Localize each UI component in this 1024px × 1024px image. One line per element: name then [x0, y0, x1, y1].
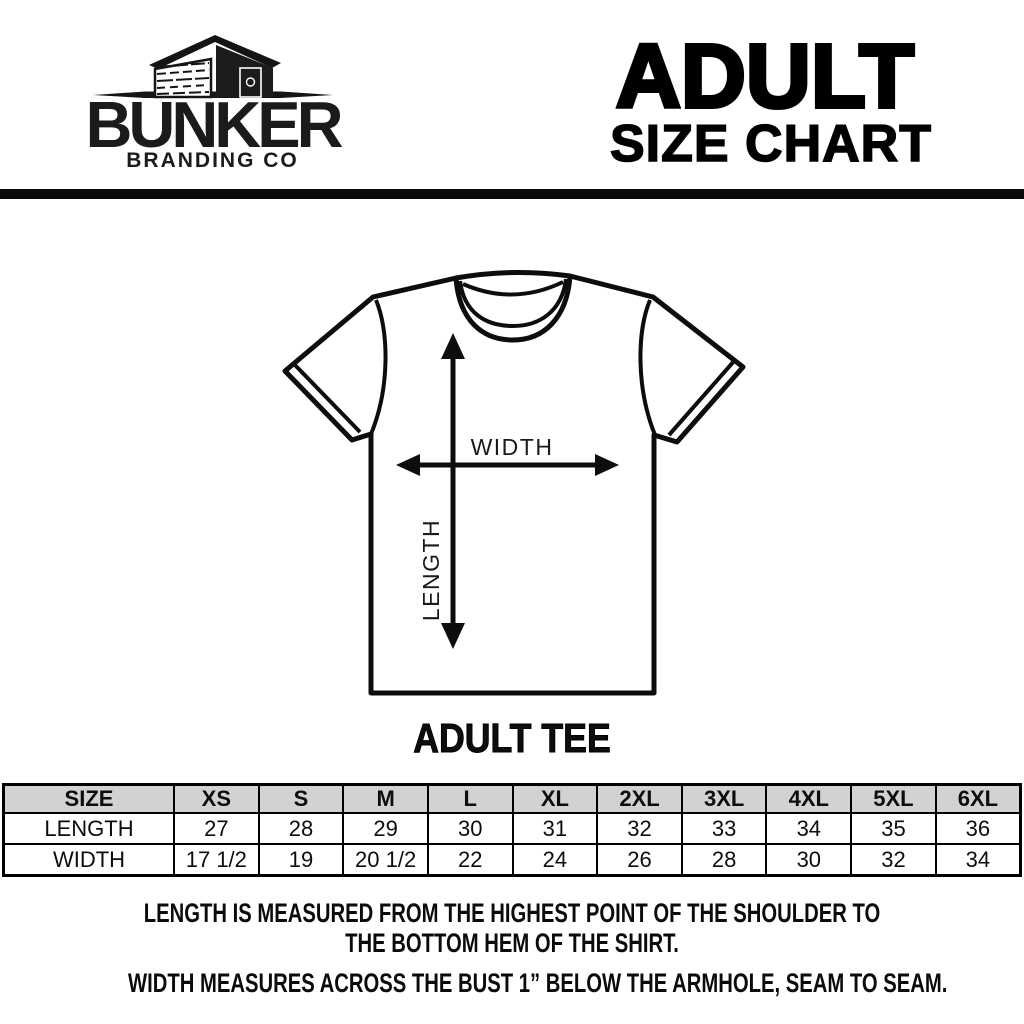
- size-value-cell: 30: [426, 812, 514, 845]
- size-value-cell: 27: [173, 812, 260, 845]
- left-armhole-seam: [369, 299, 388, 435]
- size-value-cell: 24: [511, 843, 599, 877]
- size-table-row: WIDTH 17 1/2 19 20 1/2 22 24 26 28 30 32 34: [2, 843, 1022, 877]
- size-value-cell: 22: [426, 843, 514, 877]
- size-value-cell: 19: [257, 843, 345, 877]
- size-value-cell: 17 1/2: [173, 843, 260, 877]
- page-subtitle: SIZE CHART: [609, 115, 932, 173]
- size-value-cell: 28: [680, 843, 768, 877]
- width-arrow-label: WIDTH: [471, 434, 554, 460]
- size-column-header: 3XL: [680, 783, 768, 814]
- right-armhole-seam: [638, 299, 657, 436]
- left-cuff-stripe: [291, 361, 362, 434]
- size-corner-header: SIZE: [2, 783, 175, 814]
- size-value-cell: 20 1/2: [342, 843, 429, 877]
- size-value-cell: 31: [511, 812, 599, 845]
- bunker-logo: [85, 28, 341, 104]
- size-table-row: LENGTH 27 28 29 30 31 32 33 34 35 36: [2, 812, 1022, 845]
- size-column-header: 5XL: [850, 783, 937, 814]
- size-value-cell: 30: [765, 843, 853, 877]
- bunker-building-icon: [93, 35, 333, 99]
- size-value-cell: 36: [934, 812, 1022, 845]
- size-value-cell: 32: [850, 843, 937, 877]
- size-value-cell: 28: [257, 812, 345, 845]
- header-divider: [0, 189, 1024, 199]
- wall-planks: [156, 62, 210, 95]
- size-column-header: S: [257, 783, 345, 814]
- size-column-header: M: [342, 783, 429, 814]
- width-note: WIDTH MEASURES ACROSS THE BUST 1” BELOW …: [128, 968, 948, 998]
- building-left-wall: [153, 57, 213, 99]
- right-cuff-stripe: [667, 358, 737, 437]
- brand-name: BUNKER: [85, 88, 343, 161]
- size-table: SIZE XS S M L XL 2XL 3XL 4XL 5XL 6XL LENGTH 27 28 29 30…: [2, 783, 1022, 877]
- tshirt-outline: [282, 269, 746, 696]
- row-label: LENGTH: [2, 812, 175, 845]
- size-column-header: 2XL: [596, 783, 683, 814]
- size-column-header: 6XL: [934, 783, 1022, 814]
- row-label: WIDTH: [2, 843, 175, 877]
- size-value-cell: 34: [765, 812, 853, 845]
- size-value-cell: 34: [934, 843, 1022, 877]
- size-column-header: 4XL: [765, 783, 853, 814]
- page-title: ADULT: [614, 27, 916, 127]
- size-column-header: XL: [511, 783, 599, 814]
- diagram-caption: ADULT TEE: [413, 715, 611, 761]
- size-value-cell: 33: [680, 812, 768, 845]
- size-table-header-row: SIZE XS S M L XL 2XL 3XL 4XL 5XL 6XL: [2, 783, 1022, 814]
- size-value-cell: 35: [850, 812, 937, 845]
- size-column-header: L: [426, 783, 514, 814]
- length-note-line2: THE BOTTOM HEM OF THE SHIRT.: [345, 928, 679, 958]
- tshirt-diagram: WIDTH LENGTH: [282, 269, 746, 696]
- brand-subtitle: BRANDING CO: [126, 149, 299, 172]
- length-note: LENGTH IS MEASURED FROM THE HIGHEST POIN…: [128, 898, 896, 958]
- size-value-cell: 29: [342, 812, 429, 845]
- width-arrow: [396, 454, 619, 476]
- building-door-icon: [239, 67, 262, 98]
- length-arrow-label: LENGTH: [418, 519, 444, 621]
- collar: [453, 275, 573, 343]
- size-column-header: XS: [173, 783, 260, 814]
- length-arrow: [441, 333, 465, 649]
- length-note-line1: LENGTH IS MEASURED FROM THE HIGHEST POIN…: [143, 898, 881, 928]
- size-value-cell: 32: [596, 812, 683, 845]
- size-value-cell: 26: [596, 843, 683, 877]
- size-table-container: SIZE XS S M L XL 2XL 3XL 4XL 5XL 6XL LENGTH 27 28 29 30…: [2, 783, 1022, 877]
